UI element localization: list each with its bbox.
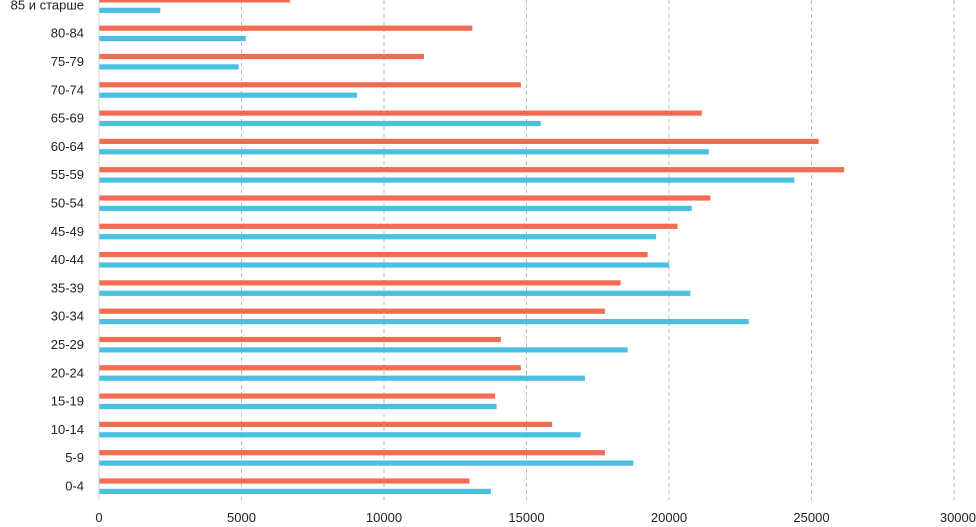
series-blue-bar xyxy=(99,36,246,42)
x-tick-label: 25000 xyxy=(793,510,829,525)
category-label: 30-34 xyxy=(51,309,84,324)
series-blue-bar xyxy=(99,319,749,325)
category-label: 25-29 xyxy=(51,337,84,352)
series-orange-bar xyxy=(99,25,473,31)
series-blue-bar xyxy=(99,262,669,268)
category-label: 65-69 xyxy=(51,111,84,126)
series-orange-bar xyxy=(99,195,711,201)
value-tick-labels: 0 5000 10000 15000 20000 25000 30000 xyxy=(95,510,976,525)
series-blue-bar xyxy=(99,177,795,183)
x-tick-label: 30000 xyxy=(940,510,976,525)
series-blue-bar xyxy=(99,149,709,155)
series-orange-bar xyxy=(99,308,605,314)
series-orange-bar xyxy=(99,110,702,116)
category-label: 5-9 xyxy=(65,450,84,465)
series-blue-bar xyxy=(99,375,585,381)
category-labels: 0-4 5-9 10-14 15-19 20-24 25-29 30-34 35-39 40-4… xyxy=(11,0,84,494)
category-label: 80-84 xyxy=(51,26,84,41)
series-orange-bar xyxy=(99,82,521,88)
x-tick-label: 20000 xyxy=(651,510,687,525)
series-blue-bar xyxy=(99,92,357,98)
category-label: 55-59 xyxy=(51,167,84,182)
series-blue-bar xyxy=(99,205,692,211)
series-blue-bar xyxy=(99,64,239,70)
category-label: 40-44 xyxy=(51,252,84,267)
series-orange-bar xyxy=(99,138,819,144)
category-label: 15-19 xyxy=(51,394,84,409)
category-label: 75-79 xyxy=(51,54,84,69)
x-tick-label: 5000 xyxy=(227,510,256,525)
series-orange-bar xyxy=(99,53,424,60)
x-tick-label: 10000 xyxy=(366,510,402,525)
category-label: 45-49 xyxy=(51,224,84,239)
bars xyxy=(99,0,845,494)
series-orange-bar xyxy=(99,393,496,399)
series-blue-bar xyxy=(99,234,657,240)
series-blue-bar xyxy=(99,403,497,410)
series-orange-bar xyxy=(99,0,290,3)
series-blue-bar xyxy=(99,347,628,353)
series-orange-bar xyxy=(99,421,553,427)
series-orange-bar xyxy=(99,252,648,258)
category-label: 70-74 xyxy=(51,82,84,97)
category-label: 60-64 xyxy=(51,139,84,154)
category-label: 50-54 xyxy=(51,196,84,211)
series-blue-bar xyxy=(99,7,161,13)
gridlines xyxy=(241,0,955,500)
category-label: 10-14 xyxy=(51,422,84,437)
series-blue-bar xyxy=(99,120,541,127)
series-blue-bar xyxy=(99,460,634,466)
series-orange-bar xyxy=(99,223,678,229)
series-orange-bar xyxy=(99,280,621,286)
x-tick-label: 15000 xyxy=(508,510,544,525)
series-orange-bar xyxy=(99,365,521,371)
series-orange-bar xyxy=(99,336,501,343)
series-blue-bar xyxy=(99,290,691,296)
series-orange-bar xyxy=(99,478,470,484)
series-blue-bar xyxy=(99,432,581,438)
category-label: 85 и старше xyxy=(11,0,84,12)
category-label: 35-39 xyxy=(51,280,84,295)
series-orange-bar xyxy=(99,450,605,456)
category-label: 0-4 xyxy=(65,479,84,494)
category-label: 20-24 xyxy=(51,365,84,380)
x-tick-label: 0 xyxy=(95,510,102,525)
series-blue-bar xyxy=(99,488,491,494)
series-orange-bar xyxy=(99,167,845,173)
